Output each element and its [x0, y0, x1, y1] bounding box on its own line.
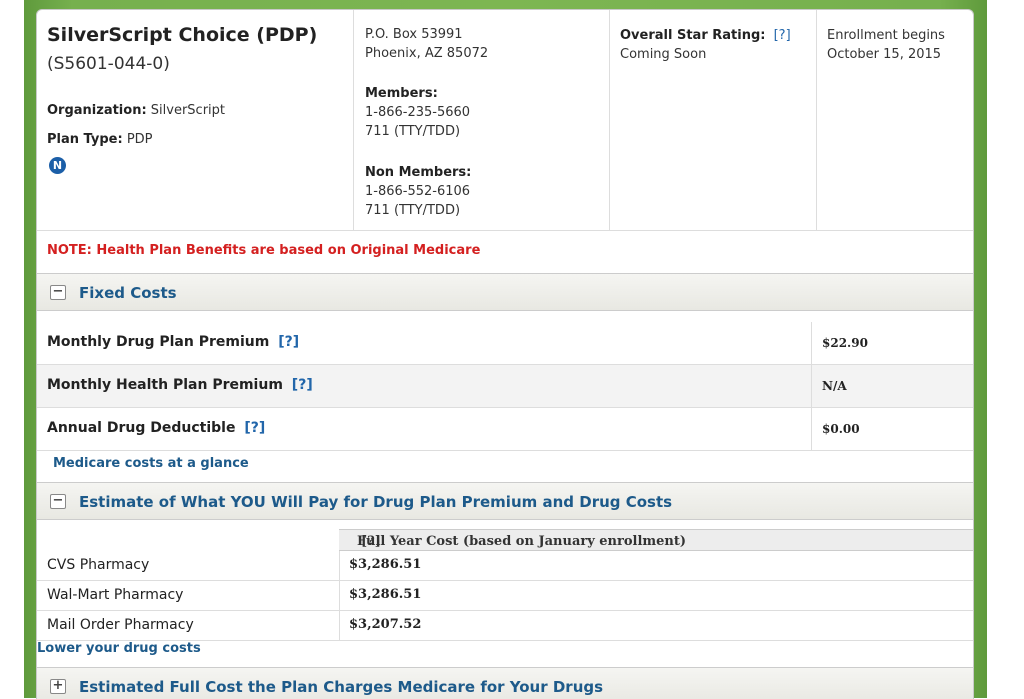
- plan-summary-column: SilverScript Choice (PDP) (S5601-044-0) …: [37, 10, 354, 230]
- fixed-costs-section-header[interactable]: − Fixed Costs: [37, 273, 973, 311]
- organization-row: Organization: SilverScript: [47, 103, 225, 118]
- collapse-icon[interactable]: −: [50, 494, 66, 509]
- plan-details-card: SilverScript Choice (PDP) (S5601-044-0) …: [36, 9, 974, 699]
- non-members-phone: 1-866-552-6106: [365, 184, 471, 199]
- members-phone: 1-866-235-5660: [365, 105, 471, 120]
- pharmacy-name: Mail Order Pharmacy: [47, 617, 194, 633]
- fixed-cost-value: N/A: [822, 379, 847, 393]
- contact-column: P.O. Box 53991 Phoenix, AZ 85072 Members…: [354, 10, 610, 230]
- fixed-cost-label: Monthly Drug Plan Premium: [47, 334, 270, 350]
- plan-type-label: Plan Type:: [47, 132, 123, 147]
- plan-id: (S5601-044-0): [47, 54, 170, 74]
- full-cost-section-header[interactable]: + Estimated Full Cost the Plan Charges M…: [37, 667, 973, 699]
- organization-label: Organization:: [47, 103, 147, 118]
- address-block: P.O. Box 53991 Phoenix, AZ 85072: [365, 25, 488, 63]
- plan-header: SilverScript Choice (PDP) (S5601-044-0) …: [37, 10, 973, 231]
- plan-type-row: Plan Type: PDP: [47, 132, 153, 147]
- address-line-1: P.O. Box 53991: [365, 27, 463, 42]
- pharmacy-name: Wal-Mart Pharmacy: [47, 587, 184, 603]
- enrollment-info: Enrollment begins October 15, 2015: [827, 26, 945, 64]
- fixed-cost-row: Monthly Health Plan Premium [?] N/A: [37, 365, 973, 408]
- help-link[interactable]: [?]: [361, 534, 381, 549]
- enrollment-column: Enrollment begins October 15, 2015: [817, 10, 973, 230]
- star-rating-value: Coming Soon: [620, 47, 707, 62]
- enrollment-line-1: Enrollment begins: [827, 28, 945, 43]
- fixed-cost-row: Monthly Drug Plan Premium [?] $22.90: [37, 322, 973, 365]
- fixed-cost-label: Monthly Health Plan Premium: [47, 377, 283, 393]
- plan-type-value: PDP: [126, 132, 153, 147]
- non-members-label: Non Members:: [365, 165, 472, 180]
- pharmacy-cost: $3,286.51: [349, 587, 422, 602]
- members-label: Members:: [365, 86, 438, 101]
- fixed-cost-value: $22.90: [822, 336, 868, 350]
- full-cost-title: Estimated Full Cost the Plan Charges Med…: [79, 678, 604, 696]
- fixed-cost-value: $0.00: [822, 422, 860, 436]
- pharmacy-row: CVS Pharmacy $3,286.51: [37, 551, 973, 581]
- star-rating-help-link[interactable]: [?]: [773, 28, 791, 43]
- medicare-costs-link[interactable]: Medicare costs at a glance: [53, 456, 249, 471]
- enrollment-line-2: October 15, 2015: [827, 47, 942, 62]
- estimate-section-header[interactable]: − Estimate of What YOU Will Pay for Drug…: [37, 482, 973, 520]
- pharmacy-name: CVS Pharmacy: [47, 557, 150, 573]
- pharmacy-row: Mail Order Pharmacy $3,207.52: [37, 611, 973, 641]
- expand-icon[interactable]: +: [50, 679, 66, 694]
- collapse-icon[interactable]: −: [50, 285, 66, 300]
- fixed-cost-row: Annual Drug Deductible [?] $0.00: [37, 408, 973, 451]
- benefits-note: NOTE: Health Plan Benefits are based on …: [47, 243, 481, 258]
- star-rating-column: Overall Star Rating: [?] Coming Soon: [610, 10, 817, 230]
- members-tty: 711 (TTY/TDD): [365, 124, 461, 139]
- non-members-tty: 711 (TTY/TDD): [365, 203, 461, 218]
- right-margin: [987, 0, 1024, 698]
- help-link[interactable]: [?]: [291, 377, 313, 393]
- estimate-title: Estimate of What YOU Will Pay for Drug P…: [79, 493, 673, 511]
- estimate-column-header: Full Year Cost (based on January enrollm…: [339, 529, 973, 551]
- help-link[interactable]: [?]: [278, 334, 300, 350]
- plan-name: SilverScript Choice (PDP): [47, 24, 318, 46]
- pharmacy-row: Wal-Mart Pharmacy $3,286.51: [37, 581, 973, 611]
- non-members-contact: Non Members: 1-866-552-6106 711 (TTY/TDD…: [365, 163, 471, 220]
- star-rating: Overall Star Rating: [?] Coming Soon: [620, 26, 791, 64]
- star-rating-label: Overall Star Rating:: [620, 28, 766, 43]
- address-line-2: Phoenix, AZ 85072: [365, 46, 489, 61]
- pharmacy-cost: $3,286.51: [349, 557, 422, 572]
- fixed-cost-label: Annual Drug Deductible: [47, 420, 236, 436]
- column-header-label: Full Year Cost (based on January enrollm…: [357, 534, 687, 549]
- new-plan-badge-icon: N: [49, 157, 66, 174]
- fixed-costs-title: Fixed Costs: [79, 284, 177, 302]
- pharmacy-cost: $3,207.52: [349, 617, 422, 632]
- organization-value: SilverScript: [150, 103, 226, 118]
- lower-drug-costs-link[interactable]: Lower your drug costs: [37, 641, 201, 656]
- help-link[interactable]: [?]: [244, 420, 266, 436]
- members-contact: Members: 1-866-235-5660 711 (TTY/TDD): [365, 84, 470, 141]
